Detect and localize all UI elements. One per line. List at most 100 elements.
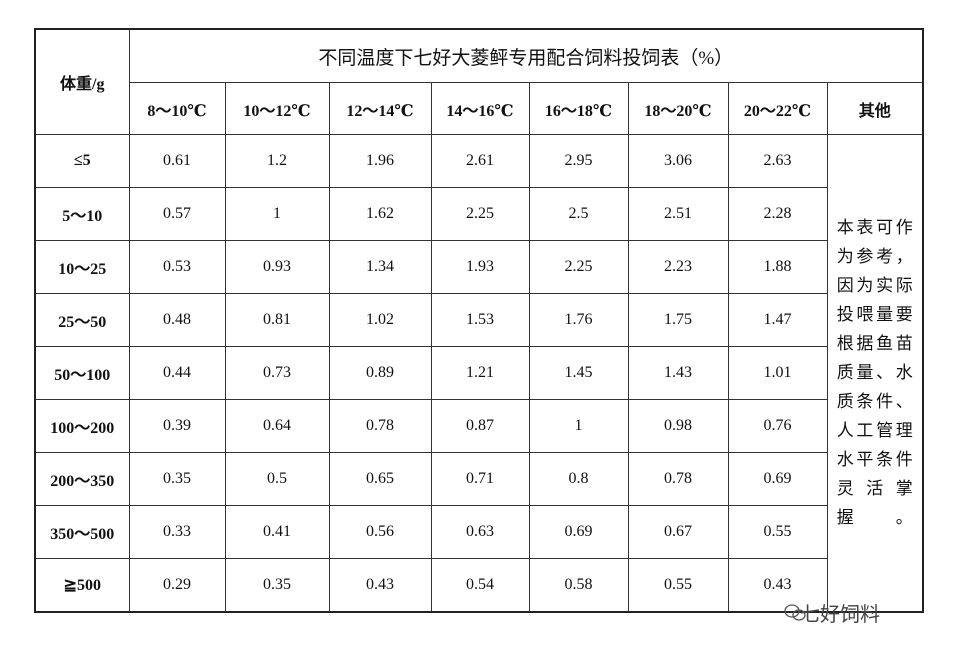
value-cell: 0.58 [528, 558, 629, 612]
value-cell: 0.61 [128, 134, 226, 188]
data-row: 5～10 0.57 1 1.62 2.25 2.5 2.51 2.28 [34, 187, 923, 241]
value-cell: 2.95 [528, 134, 629, 188]
watermark: 七好饲料 [800, 602, 880, 626]
note-line: 为参考， [836, 247, 913, 267]
value-cell: 0.78 [627, 452, 729, 506]
value-cell: 0.48 [128, 293, 226, 347]
note-cell: 本表可作为参考， 因为实际投喂量要根据鱼苗质量、水质条件、人工管理水平条件灵活掌握… [826, 134, 924, 612]
note-line: 灵活掌 [836, 479, 913, 499]
value-cell: 1.62 [328, 187, 432, 241]
value-cell: 0.29 [128, 558, 226, 612]
value-cell: 0.39 [128, 399, 226, 453]
value-cell: 1 [528, 399, 629, 453]
weight-cell: 100～200 [34, 399, 130, 453]
column-header: 20～22℃ [727, 82, 828, 135]
note-line: 质条件、 [836, 392, 913, 412]
note-line: 水平条件 [836, 450, 913, 470]
value-cell: 2.28 [727, 187, 828, 241]
note-line: 质量、水 [836, 363, 913, 383]
value-cell: 0.43 [328, 558, 432, 612]
value-cell: 0.56 [328, 505, 432, 559]
data-row: 100～200 0.39 0.64 0.78 0.87 1 0.98 0.76 [34, 399, 923, 453]
column-header: 16～18℃ [528, 82, 629, 135]
data-row: 50～100 0.44 0.73 0.89 1.21 1.45 1.43 1.01 [34, 346, 923, 400]
title-row: 体重/g 不同温度下七好大菱鲆专用配合饲料投饲表（%） [34, 28, 924, 135]
column-header: 其他 [826, 82, 924, 135]
weight-cell: 50～100 [34, 346, 130, 400]
value-cell: 0.43 [727, 558, 828, 612]
weight-cell: 10～25 [34, 240, 130, 294]
value-cell: 0.89 [328, 346, 432, 400]
value-cell: 1.21 [430, 346, 530, 400]
weight-cell: 5～10 [34, 187, 130, 241]
value-cell: 1.2 [224, 134, 330, 188]
value-cell: 0.53 [128, 240, 226, 294]
value-cell: 1.53 [430, 293, 530, 347]
value-cell: 2.51 [627, 187, 729, 241]
value-cell: 2.63 [727, 134, 828, 188]
weight-cell: 200～350 [34, 452, 130, 506]
value-cell: 0.8 [528, 452, 629, 506]
value-cell: 1.88 [727, 240, 828, 294]
value-cell: 2.25 [528, 240, 629, 294]
value-cell: 1.96 [328, 134, 432, 188]
column-header: 12～14℃ [328, 82, 432, 135]
value-cell: 1.43 [627, 346, 729, 400]
value-cell: 1.45 [528, 346, 629, 400]
value-cell: 0.69 [528, 505, 629, 559]
value-cell: 0.63 [430, 505, 530, 559]
value-cell: 0.41 [224, 505, 330, 559]
column-header: 8～10℃ [128, 82, 226, 135]
value-cell: 0.93 [224, 240, 330, 294]
value-cell: 2.23 [627, 240, 729, 294]
value-cell: 0.35 [224, 558, 330, 612]
data-row: 200～350 0.35 0.5 0.65 0.71 0.8 0.78 0.69 [34, 452, 923, 506]
value-cell: 1.75 [627, 293, 729, 347]
weight-cell: 350～500 [34, 505, 130, 559]
note-line: 投喂量要 [836, 305, 913, 325]
weight-cell: 25～50 [34, 293, 130, 347]
value-cell: 0.69 [727, 452, 828, 506]
value-cell: 1.01 [727, 346, 828, 400]
value-cell: 0.54 [430, 558, 530, 612]
note-line: 握。 [836, 508, 913, 528]
value-cell: 0.5 [224, 452, 330, 506]
value-cell: 0.57 [128, 187, 226, 241]
value-cell: 0.33 [128, 505, 226, 559]
column-header: 10～12℃ [224, 82, 330, 135]
feeding-table: 体重/g 不同温度下七好大菱鲆专用配合饲料投饲表（%） 8～10℃ 10～12℃ 1… [34, 28, 924, 613]
data-row: ≤5 0.61 1.2 1.96 2.61 2.95 3.06 2.63 本表可作 为参考， 因为实… [34, 134, 924, 612]
note-line: 根据鱼苗 [836, 334, 913, 354]
value-cell: 0.67 [627, 505, 729, 559]
value-cell: 2.61 [430, 134, 530, 188]
watermark-icon [784, 604, 806, 621]
value-cell: 2.25 [430, 187, 530, 241]
value-cell: 0.35 [128, 452, 226, 506]
value-cell: 0.76 [727, 399, 828, 453]
value-cell: 1.76 [528, 293, 629, 347]
value-cell: 0.78 [328, 399, 432, 453]
value-cell: 0.73 [224, 346, 330, 400]
value-cell: 0.55 [627, 558, 729, 612]
weight-cell: ≧500 [34, 558, 130, 612]
note-line: 人工管理 [836, 421, 913, 441]
value-cell: 1 [224, 187, 330, 241]
row-header: 体重/g [34, 28, 130, 135]
column-header: 18～20℃ [627, 82, 729, 135]
note-line: 因为实际 [836, 276, 913, 296]
data-row: ≧500 0.29 0.35 0.43 0.54 0.58 0.55 0.43 [34, 558, 923, 612]
value-cell: 1.34 [328, 240, 432, 294]
weight-cell: ≤5 [34, 134, 130, 188]
value-cell: 0.81 [224, 293, 330, 347]
value-cell: 0.55 [727, 505, 828, 559]
header-row: 8～10℃ 10～12℃ 12～14℃ 14～16℃ 16～18℃ 18～20℃ 20～22… [35, 82, 924, 135]
value-cell: 1.47 [727, 293, 828, 347]
data-row: 350～500 0.33 0.41 0.56 0.63 0.69 0.67 0.55 [34, 505, 923, 559]
data-row: 10～25 0.53 0.93 1.34 1.93 2.25 2.23 1.88 [34, 240, 923, 294]
value-cell: 0.87 [430, 399, 530, 453]
table-body: 体重/g 不同温度下七好大菱鲆专用配合饲料投饲表（%） 8～10℃ 10～12℃ 1… [34, 28, 924, 612]
value-cell: 1.93 [430, 240, 530, 294]
column-header: 14～16℃ [430, 82, 530, 135]
note-line: 本表可作 [836, 218, 913, 238]
